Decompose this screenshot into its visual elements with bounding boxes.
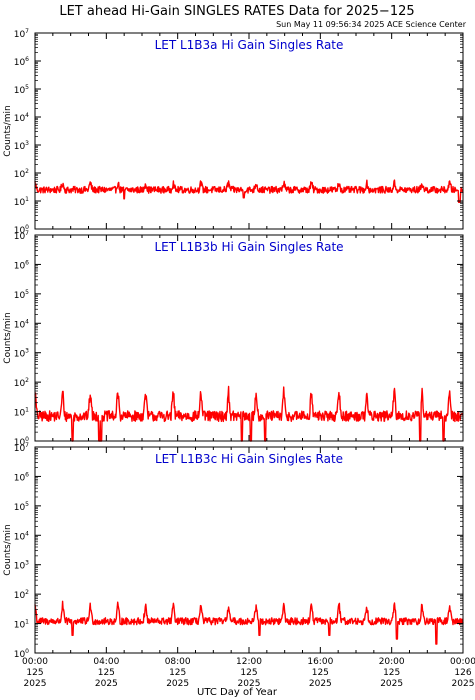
x-tick-year: 2025	[238, 679, 261, 689]
panel-title: LET L1B3a Hi Gain Singles Rate	[155, 38, 344, 52]
x-tick-doy: 126	[454, 668, 471, 678]
x-tick-year: 2025	[452, 679, 475, 689]
panels: 100 101 102 103 104 105 106 107 LET L1B3a Hi Gai…	[3, 28, 475, 689]
y-tick-label: 100	[14, 436, 29, 448]
y-tick-label: 102	[14, 589, 29, 601]
x-tick-year: 2025	[95, 679, 118, 689]
y-tick-label: 104	[14, 112, 29, 124]
x-tick-time: 16:00	[307, 657, 333, 667]
y-tick-label: 105	[14, 289, 29, 301]
x-tick-time: 04:00	[93, 657, 119, 667]
series-line	[34, 385, 464, 442]
y-tick-label: 103	[14, 348, 29, 360]
x-tick-doy: 125	[26, 668, 43, 678]
y-tick-label: 106	[14, 471, 29, 483]
y-tick-label: 105	[14, 84, 29, 96]
y-axis-label: Counts/min	[3, 524, 13, 575]
y-tick-label: 106	[14, 259, 29, 271]
y-tick-label: 100	[14, 224, 29, 236]
series-line	[34, 600, 464, 645]
x-tick-time: 12:00	[236, 657, 262, 667]
x-tick-doy: 125	[312, 668, 329, 678]
x-tick-doy: 125	[98, 668, 115, 678]
x-tick-year: 2025	[309, 679, 332, 689]
x-tick-doy: 125	[383, 668, 400, 678]
y-tick-label: 103	[14, 560, 29, 572]
x-tick-time: 08:00	[165, 657, 191, 667]
y-tick-label: 101	[14, 196, 29, 208]
y-tick-label: 107	[14, 28, 29, 40]
y-tick-label: 104	[14, 318, 29, 330]
x-tick-doy: 125	[240, 668, 257, 678]
panel-2: 100 101 102 103 104 105 106 107 LET L1B3b Hi Gai…	[3, 230, 464, 448]
y-tick-label: 104	[14, 530, 29, 542]
y-axis-label: Counts/min	[3, 312, 13, 363]
y-tick-label: 107	[14, 442, 29, 454]
figure-title: LET ahead Hi-Gain SINGLES RATES Data for…	[59, 4, 414, 19]
y-tick-label: 106	[14, 56, 29, 68]
timestamp: Sun May 11 09:56:34 2025 ACE Science Cen…	[276, 20, 467, 29]
x-tick-year: 2025	[166, 679, 189, 689]
x-tick-year: 2025	[380, 679, 403, 689]
plot-frame	[34, 234, 464, 442]
y-tick-label: 105	[14, 501, 29, 513]
y-tick-label: 101	[14, 619, 29, 631]
y-tick-label: 103	[14, 140, 29, 152]
x-tick-doy: 125	[169, 668, 186, 678]
y-axis-label: Counts/min	[3, 105, 13, 156]
x-tick-time: 00:00	[22, 657, 48, 667]
y-tick-label: 102	[14, 168, 29, 180]
x-tick-time: 00:00	[450, 657, 475, 667]
y-tick-label: 102	[14, 377, 29, 389]
y-tick-label: 100	[14, 648, 29, 660]
x-axis-label: UTC Day of Year	[197, 687, 278, 698]
x-tick-time: 20:00	[379, 657, 405, 667]
x-tick-year: 2025	[24, 679, 47, 689]
panel-title: LET L1B3c Hi Gain Singles Rate	[155, 452, 343, 466]
plot-frame	[34, 32, 464, 230]
y-tick-label: 101	[14, 407, 29, 419]
series-line	[34, 179, 464, 204]
panel-title: LET L1B3b Hi Gain Singles Rate	[154, 240, 343, 254]
y-tick-label: 107	[14, 230, 29, 242]
panel-3: 100 101 102 103 104 105 106 107 LET L1B3c Hi Gai…	[3, 442, 464, 660]
panel-1: 100 101 102 103 104 105 106 107 LET L1B3a Hi Gai…	[3, 28, 464, 236]
